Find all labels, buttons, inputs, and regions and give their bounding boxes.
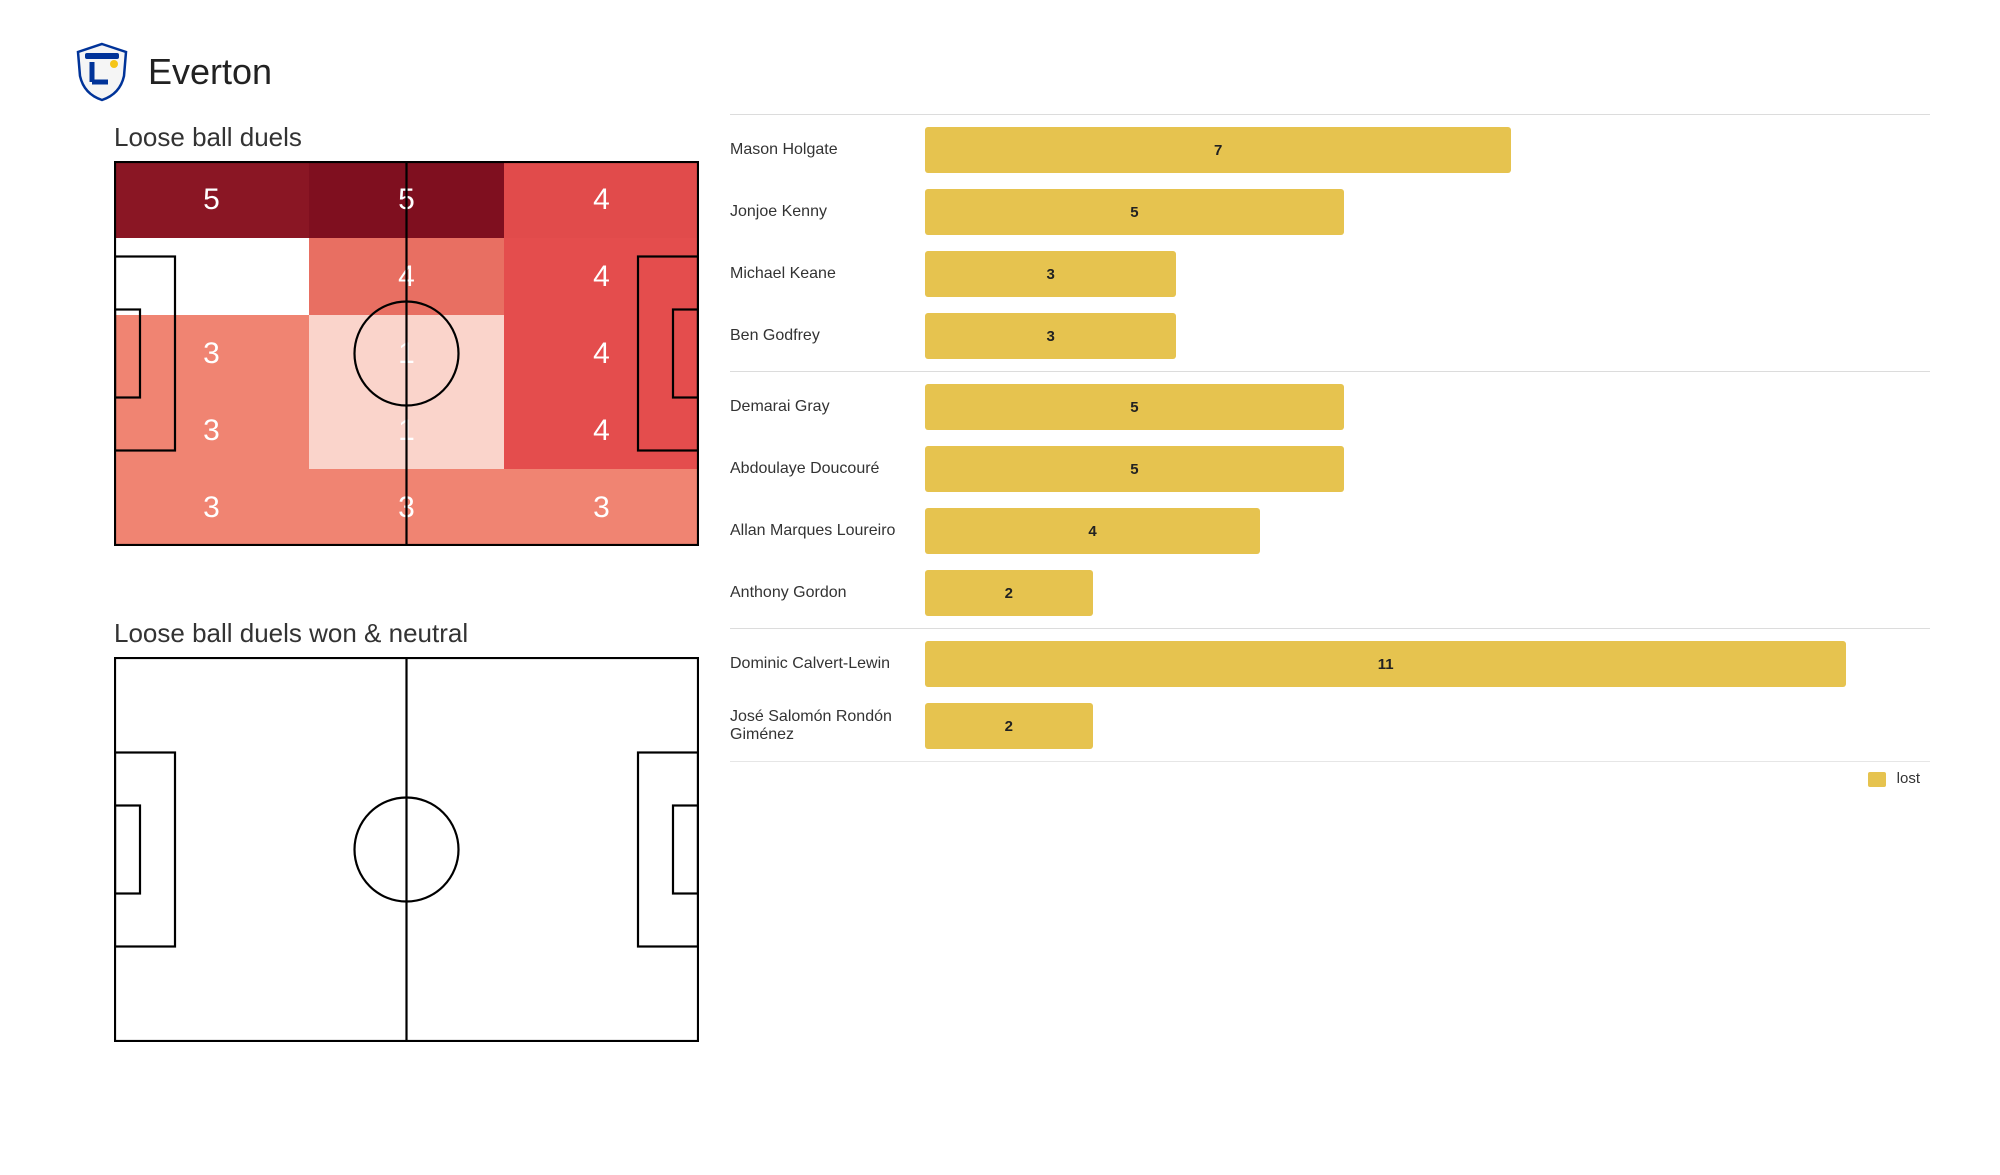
bar-track: 5 [925, 189, 1930, 235]
bar-track: 2 [925, 570, 1930, 616]
player-row: Demarai Gray 5 [730, 376, 1930, 438]
main-grid: Loose ball duels 55444314314333 Loose ba… [70, 110, 1930, 1042]
player-group: Demarai Gray 5 Abdoulaye Doucouré 5 Allan Ma… [730, 371, 1930, 628]
bar-value: 2 [1005, 718, 1013, 735]
pitch-lines-heatmap [114, 161, 699, 546]
chart-bottom-divider [730, 761, 1930, 762]
player-row: Allan Marques Loureiro 4 [730, 500, 1930, 562]
player-row: Abdoulaye Doucouré 5 [730, 438, 1930, 500]
player-row: Anthony Gordon 2 [730, 562, 1930, 624]
player-row: José Salomón Rondón Giménez 2 [730, 695, 1930, 757]
bar-fill: 5 [925, 446, 1344, 492]
player-row: Michael Keane 3 [730, 243, 1930, 305]
player-group: Dominic Calvert-Lewin 11 José Salomón Rond… [730, 628, 1930, 761]
bar-track: 5 [925, 384, 1930, 430]
bar-fill: 5 [925, 189, 1344, 235]
bar-fill: 7 [925, 127, 1511, 173]
player-name-label: Anthony Gordon [730, 584, 925, 602]
bar-value: 11 [1378, 656, 1394, 673]
player-name-label: Michael Keane [730, 265, 925, 283]
player-name-label: José Salomón Rondón Giménez [730, 708, 925, 745]
bar-fill: 5 [925, 384, 1344, 430]
player-group: Mason Holgate 7 Jonjoe Kenny 5 Michael Keane… [730, 114, 1930, 371]
left-column: Loose ball duels 55444314314333 Loose ba… [70, 110, 700, 1042]
team-name: Everton [148, 51, 272, 93]
bar-value: 5 [1130, 461, 1138, 478]
bar-chart-area: Mason Holgate 7 Jonjoe Kenny 5 Michael Keane… [730, 114, 1930, 762]
bar-fill: 4 [925, 508, 1260, 554]
bar-fill: 3 [925, 251, 1176, 297]
player-name-label: Jonjoe Kenny [730, 203, 925, 221]
heatmap-pitch: 55444314314333 [114, 161, 699, 546]
heatmap-title: Loose ball duels [114, 122, 700, 153]
bar-fill: 2 [925, 570, 1093, 616]
bar-fill: 2 [925, 703, 1093, 749]
bar-track: 7 [925, 127, 1930, 173]
bar-track: 2 [925, 703, 1930, 749]
legend-label: lost [1897, 770, 1920, 787]
player-name-label: Mason Holgate [730, 141, 925, 159]
root-canvas: Everton Loose ball duels 55444314314333 … [0, 0, 2000, 1175]
bar-value: 4 [1088, 523, 1096, 540]
team-crest-icon [70, 40, 134, 104]
header: Everton [70, 40, 1930, 104]
bar-value: 2 [1005, 585, 1013, 602]
legend: lost [730, 770, 1930, 787]
bar-value: 7 [1214, 142, 1222, 159]
bar-track: 3 [925, 313, 1930, 359]
bar-value: 5 [1130, 204, 1138, 221]
bar-value: 3 [1046, 266, 1054, 283]
player-name-label: Dominic Calvert-Lewin [730, 655, 925, 673]
empty-pitch [114, 657, 699, 1042]
bar-fill: 3 [925, 313, 1176, 359]
player-name-label: Abdoulaye Doucouré [730, 460, 925, 478]
player-row: Ben Godfrey 3 [730, 305, 1930, 367]
pitch-lines-empty [114, 657, 699, 1042]
bar-value: 5 [1130, 399, 1138, 416]
player-name-label: Ben Godfrey [730, 327, 925, 345]
bar-fill: 11 [925, 641, 1846, 687]
bar-track: 3 [925, 251, 1930, 297]
bar-track: 5 [925, 446, 1930, 492]
player-name-label: Allan Marques Loureiro [730, 522, 925, 540]
bar-track: 4 [925, 508, 1930, 554]
bar-value: 3 [1046, 328, 1054, 345]
player-row: Jonjoe Kenny 5 [730, 181, 1930, 243]
bar-track: 11 [925, 641, 1930, 687]
player-row: Mason Holgate 7 [730, 119, 1930, 181]
empty-pitch-title: Loose ball duels won & neutral [114, 618, 700, 649]
player-name-label: Demarai Gray [730, 398, 925, 416]
bar-chart: Mason Holgate 7 Jonjoe Kenny 5 Michael Keane… [730, 110, 1930, 1042]
player-row: Dominic Calvert-Lewin 11 [730, 633, 1930, 695]
legend-swatch [1868, 772, 1886, 787]
